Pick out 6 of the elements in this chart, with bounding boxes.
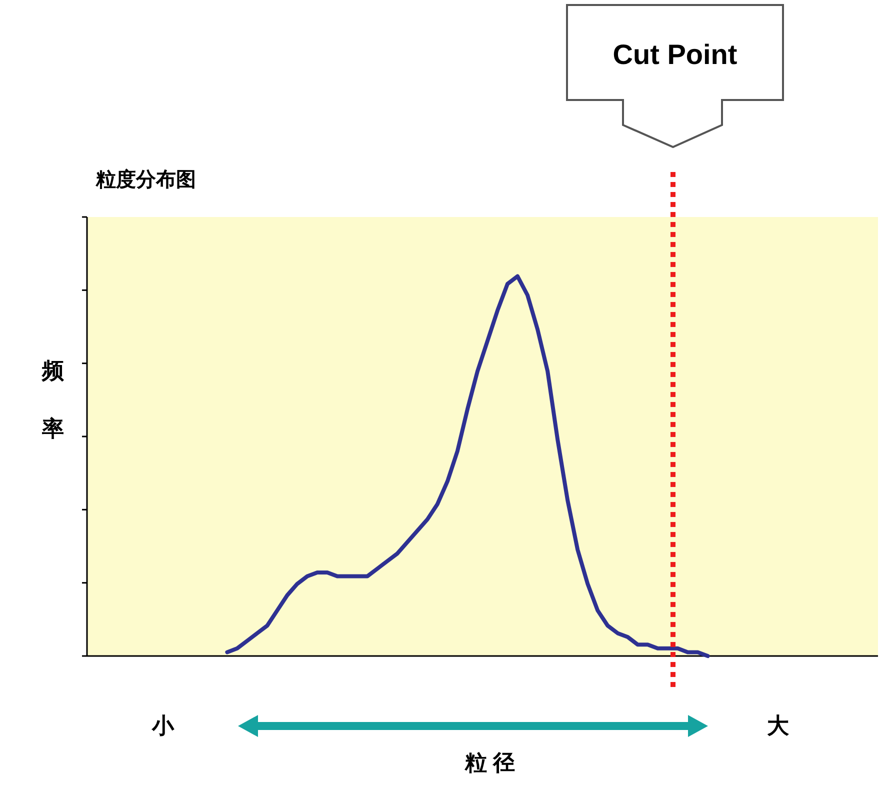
text: 频率 [42,358,64,441]
chart-title: 粒度分布图 [95,168,196,191]
text: 小 [151,713,175,738]
x-axis-title: 粒 径 [464,750,516,775]
text: 大 [767,713,790,738]
text: Cut Point [612,39,738,70]
